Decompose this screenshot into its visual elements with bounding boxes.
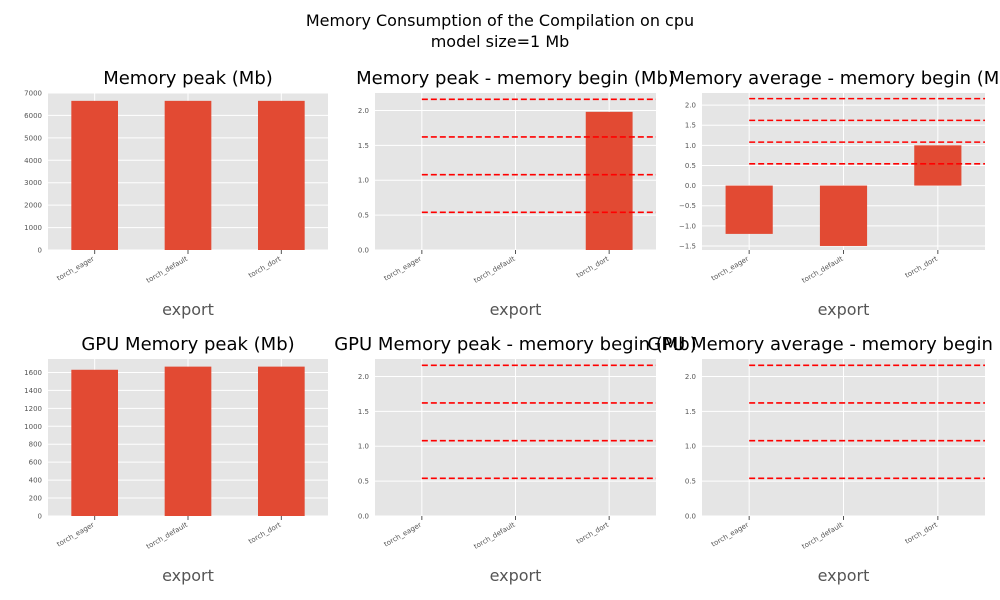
y-tick-label: 600 (29, 459, 42, 467)
bar-torch_eager (71, 369, 118, 516)
y-tick-label: 0 (38, 247, 42, 255)
y-tick-label: −0.5 (679, 202, 696, 210)
bar-torch_default (164, 100, 212, 250)
y-tick-label: 800 (29, 441, 42, 449)
x-tick-label: torch_eager (710, 521, 750, 549)
subplot-title: Memory peak (Mb) (103, 68, 273, 89)
y-tick-label: 0.5 (685, 478, 696, 486)
y-tick-label: 1.5 (685, 122, 696, 130)
x-tick-label: torch_dort (904, 521, 939, 546)
subplot-1: 0 1000 2000 3000 4000 5000 6000 7000 torch_eager… (24, 68, 328, 319)
y-tick-label: 1.5 (685, 408, 696, 416)
y-tick-label: 0 (38, 513, 42, 521)
y-tick-label: 1.5 (358, 142, 369, 150)
x-tick-label: torch_default (801, 255, 845, 285)
subplot-title: Memory average - memory begin (Mb) (669, 68, 1000, 89)
x-axis-label: export (818, 300, 870, 319)
y-tick-label: 0.5 (685, 162, 696, 170)
y-tick-label: 1.5 (358, 408, 369, 416)
y-tick-label: 1000 (24, 423, 42, 431)
y-tick-label: 1000 (24, 224, 42, 232)
subplot-title: GPU Memory average - memory begin (Mb) (647, 334, 1000, 355)
x-tick-label: torch_eager (710, 255, 750, 283)
y-tick-label: 0.0 (358, 247, 369, 255)
subplot-6: 0.0 0.5 1.0 1.5 2.0 torch_eager torch_default t… (647, 334, 1000, 585)
y-tick-label: 0.5 (358, 212, 369, 220)
x-tick-label: torch_dort (575, 521, 610, 546)
y-tick-label: 6000 (24, 112, 42, 120)
x-tick-label: torch_eager (383, 255, 423, 283)
subplot-5: 0.0 0.5 1.0 1.5 2.0 torch_eager torch_default t… (334, 334, 697, 585)
y-tick-label: 0.0 (358, 513, 369, 521)
y-tick-label: 0.0 (685, 513, 696, 521)
x-tick-label: torch_dort (247, 521, 282, 546)
x-axis-label: export (162, 566, 214, 585)
bar-torch_eager (71, 100, 118, 250)
y-tick-label: 1.0 (358, 443, 369, 451)
y-tick-label: 200 (29, 495, 42, 503)
x-tick-label: torch_dort (904, 255, 939, 280)
subplot-2: 0.0 0.5 1.0 1.5 2.0 torch_eager torch_default t… (356, 68, 675, 319)
bar-torch_eager (725, 185, 773, 234)
y-tick-label: 2000 (24, 202, 42, 210)
x-tick-label: torch_dort (247, 255, 282, 280)
bar-torch_dort (258, 366, 305, 516)
y-tick-label: 2.0 (358, 373, 369, 381)
y-tick-label: 1.0 (358, 177, 369, 185)
y-tick-label: −1.5 (679, 242, 696, 250)
bar-torch_dort (258, 100, 305, 250)
y-tick-label: 2.0 (358, 107, 369, 115)
y-tick-label: 1400 (24, 387, 42, 395)
x-axis-label: export (490, 566, 542, 585)
x-axis-label: export (818, 566, 870, 585)
y-tick-label: −1.0 (679, 222, 696, 230)
y-tick-label: 2.0 (685, 373, 696, 381)
x-axis-label: export (162, 300, 214, 319)
y-tick-label: 1.0 (685, 443, 696, 451)
subplot-title: GPU Memory peak - memory begin (Mb) (334, 334, 697, 355)
figure-subtitle: model size=1 Mb (431, 32, 570, 51)
y-tick-label: 1200 (24, 405, 42, 413)
x-tick-label: torch_default (473, 521, 517, 551)
x-tick-label: torch_eager (55, 521, 95, 549)
y-tick-label: 1.0 (685, 142, 696, 150)
y-tick-label: 0.0 (685, 182, 696, 190)
x-axis-label: export (490, 300, 542, 319)
bar-torch_default (819, 185, 868, 246)
x-tick-label: torch_eager (55, 255, 95, 283)
y-tick-label: 3000 (24, 179, 42, 187)
y-tick-label: 4000 (24, 157, 42, 165)
x-tick-label: torch_default (801, 521, 845, 551)
x-tick-label: torch_default (473, 255, 517, 285)
y-tick-label: 5000 (24, 134, 42, 142)
figure-title: Memory Consumption of the Compilation on… (306, 11, 694, 30)
subplot-4: 0 200 400 600 800 1000 1200 1400 1600 torch_eager… (24, 334, 328, 585)
y-tick-label: 0.5 (358, 478, 369, 486)
subplot-grid: 01000200030004000500060007000torch_eager… (24, 68, 1000, 585)
y-tick-label: 7000 (24, 90, 42, 98)
x-tick-label: torch_default (145, 255, 189, 285)
bar-torch_default (164, 366, 212, 516)
y-tick-label: 1600 (24, 369, 42, 377)
subplot-title: GPU Memory peak (Mb) (81, 334, 294, 355)
x-tick-label: torch_eager (383, 521, 423, 549)
bar-torch_dort (585, 111, 633, 250)
x-tick-label: torch_default (145, 521, 189, 551)
bar-torch_dort (914, 145, 962, 186)
subplot-3: −1.5 −1.0 −0.5 0.0 0.5 1.0 1.5 2.0 torch_eager to… (669, 68, 1000, 319)
subplot-title: Memory peak - memory begin (Mb) (356, 68, 675, 89)
x-tick-label: torch_dort (575, 255, 610, 280)
y-tick-label: 400 (29, 477, 42, 485)
y-tick-label: 2.0 (685, 102, 696, 110)
